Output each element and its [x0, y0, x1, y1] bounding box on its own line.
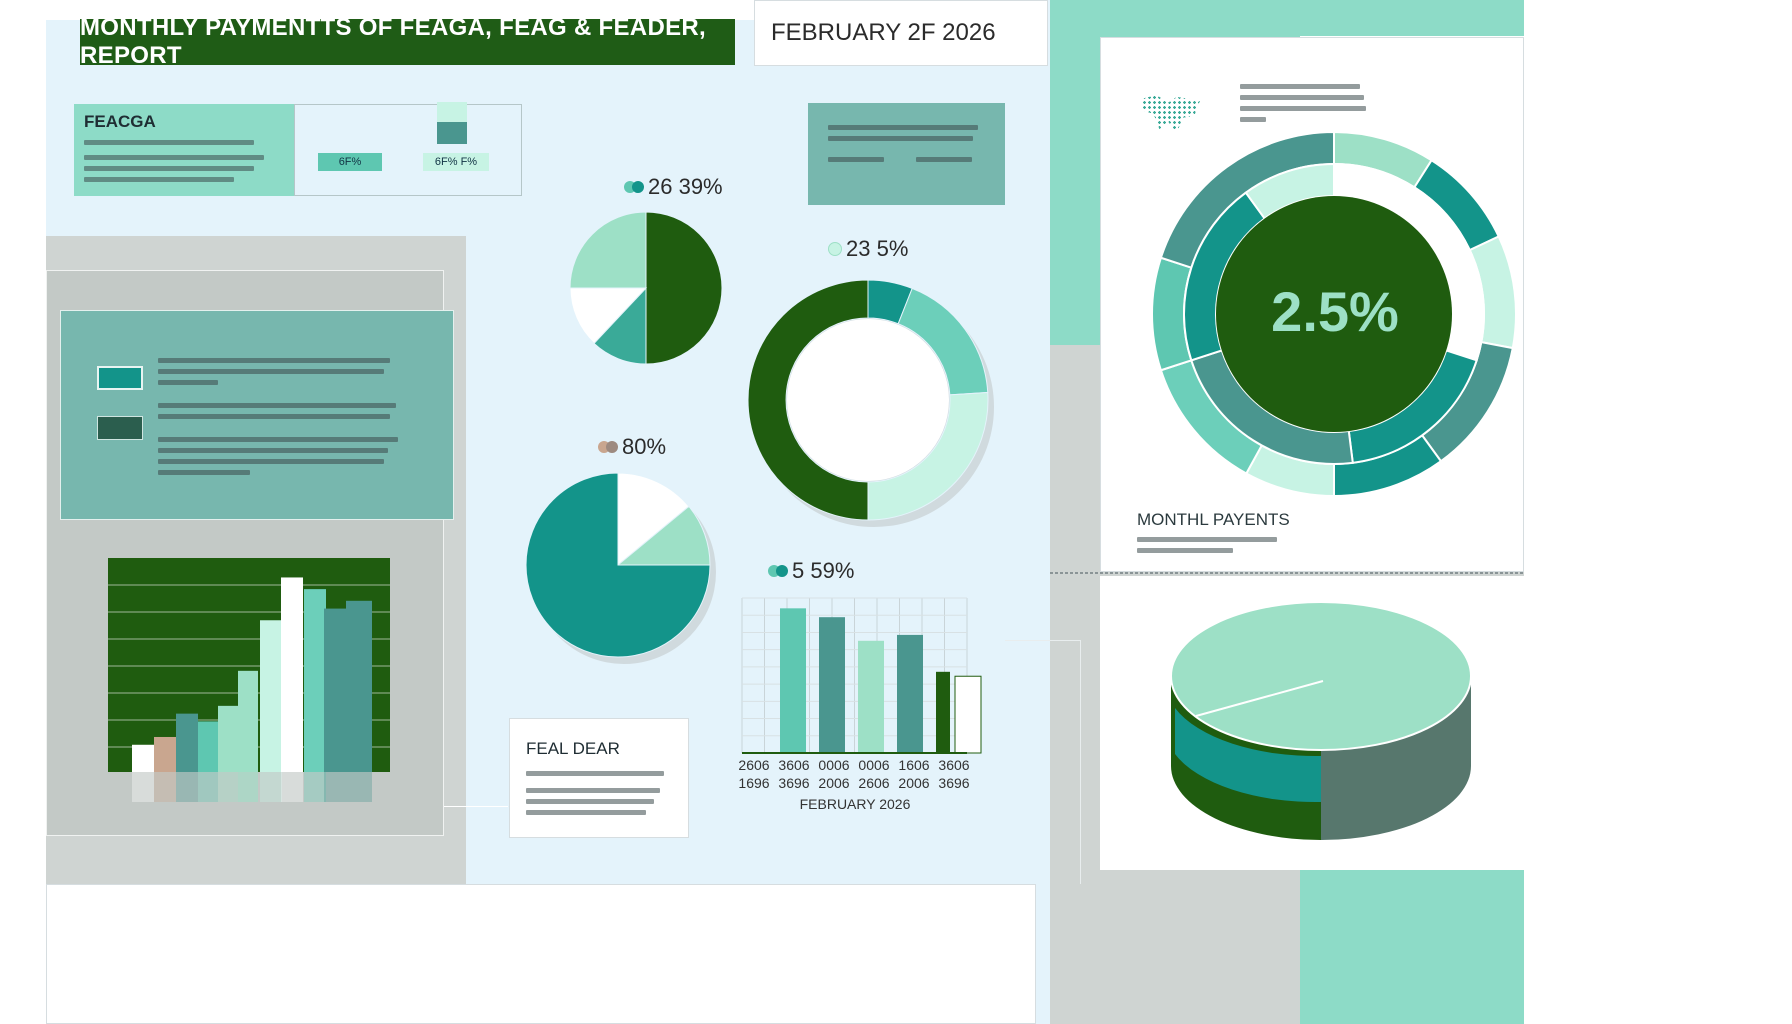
donut-chart: [747, 279, 994, 527]
legend-swatch-2: [97, 416, 143, 440]
pie1-slice-3: [569, 211, 647, 289]
bottom-white-strip: [46, 884, 1036, 1024]
3d-pie-chart: [1170, 601, 1472, 840]
connector-line-3: [1080, 640, 1081, 884]
feacga-square-light: [437, 102, 467, 122]
left-bar-reflection-3: [198, 772, 218, 802]
left-bar-1: [154, 736, 176, 772]
feacga-card: FEACGA: [74, 104, 294, 196]
pie1-slice-2: [569, 287, 648, 345]
center-bar-5: [954, 675, 982, 754]
feacga-square-teal: [437, 122, 467, 144]
center-bar-tick-label: 3606: [938, 757, 969, 773]
left-bar-reflection-9: [324, 772, 346, 802]
left-bar-reflection-10: [346, 772, 372, 802]
left-bar-2: [176, 713, 198, 772]
center-bar-tick-label: 0006: [818, 757, 849, 773]
center-bar-tick-label: 0006: [858, 757, 889, 773]
pie3-slice-0: [617, 472, 690, 567]
left-bar-reflection-6: [260, 772, 282, 802]
center-bar-xlabel: FEBRUARY 2026: [800, 796, 911, 812]
left-bar-chart: [108, 558, 390, 802]
right-text-block: [1240, 84, 1370, 128]
ring-center-value: 2.5%: [1271, 279, 1399, 343]
right-divider: [1050, 572, 1524, 574]
center-bar-tick-label: 2006: [818, 775, 849, 791]
feacga-box-2[interactable]: 6F% F%: [423, 153, 489, 171]
center-bar-chart: 2606 1696 3606 3696 0006 2006 0006 2606 1606 2006…: [738, 597, 982, 812]
center-bar-tick-label: 1696: [738, 775, 769, 791]
feacga-connector: [294, 104, 522, 196]
left-bar-reflection-0: [132, 772, 154, 802]
pie3-slice-2: [525, 472, 711, 658]
left-bar-3: [198, 721, 218, 772]
monthly-payments-title: MONTHL PAYENTS: [1137, 510, 1290, 529]
left-bar-10: [346, 600, 372, 772]
left-bar-reflection-1: [154, 772, 176, 802]
pie-chart-1: [569, 211, 723, 365]
center-bar-tick-label: 3606: [778, 757, 809, 773]
header-frame: [46, 0, 754, 20]
pie-chart-3: [525, 472, 716, 664]
3d-pie-top: [1170, 601, 1472, 751]
feacga-title: FEACGA: [84, 112, 156, 131]
ring-chart: [1151, 130, 1517, 498]
3d-pie-side-right: [1321, 676, 1471, 840]
bottom-mint-strip: [1300, 870, 1524, 1024]
legend-text-block: [158, 358, 398, 481]
left-bar-6: [260, 620, 282, 772]
report-title: MONTHLY PAYMENTTS OF FEAGA, FEAG & FEADE…: [80, 14, 735, 69]
center-bar-tick-label: 2606: [738, 757, 769, 773]
feacga-box-2-label: 6F% F%: [434, 156, 478, 168]
feacga-box-1-label: 6F%: [338, 156, 362, 168]
donut-dot: [828, 242, 842, 256]
3d-pie-slice-edge: [1195, 680, 1324, 717]
pie3-label: 80%: [598, 434, 666, 460]
feacga-box-1[interactable]: 6F%: [318, 153, 382, 171]
connector-line-1: [444, 806, 508, 807]
donut-label: 23 5%: [828, 236, 908, 262]
center-bar-0: [780, 608, 806, 753]
donut-slice-3: [747, 279, 869, 521]
legend-swatch-1: [97, 366, 143, 390]
left-bar-5: [238, 670, 258, 772]
left-bar-0: [132, 744, 154, 772]
center-bar-4: [936, 671, 950, 753]
left-bar-8: [304, 589, 326, 772]
left-bar-reflection-8: [304, 772, 326, 802]
bar-chart-label: 5 59%: [768, 558, 854, 584]
pie1-dot-b: [632, 181, 644, 193]
center-text-card: [808, 103, 1005, 205]
feal-title: FEAL DEAR: [526, 739, 620, 758]
pie3-dot-b: [606, 441, 618, 453]
center-bar-tick-label: 3696: [778, 775, 809, 791]
ring-center: [1216, 196, 1452, 432]
left-bar-reflection-4: [218, 772, 258, 802]
left-bar-reflection-7: [281, 772, 303, 802]
center-bar-tick-label: 2006: [898, 775, 929, 791]
monthly-payments-text: [1137, 537, 1297, 559]
pie1-label: 26 39%: [624, 174, 723, 200]
left-bar-reflection-5: [238, 772, 258, 802]
bar-dot-b: [776, 565, 788, 577]
left-bar-7: [281, 577, 303, 772]
center-bar-3: [897, 634, 923, 753]
right-teal-top: [1300, 0, 1524, 36]
center-bar-tick-label: 1606: [898, 757, 929, 773]
connector-line-2: [1005, 640, 1081, 641]
feal-card: FEAL DEAR: [509, 718, 689, 838]
3d-pie-side-teal: [1175, 708, 1321, 803]
left-bar-9: [324, 608, 346, 772]
center-bar-tick-label: 2606: [858, 775, 889, 791]
center-bar-1: [819, 617, 845, 753]
center-bar-2: [858, 640, 884, 753]
center-bar-tick-label: 3696: [938, 775, 969, 791]
pie1-slice-0: [645, 211, 723, 365]
donut-hole: [787, 319, 949, 481]
report-date: FEBRUARY 2F 2026: [754, 0, 1048, 66]
left-bar-reflection-2: [176, 772, 198, 802]
